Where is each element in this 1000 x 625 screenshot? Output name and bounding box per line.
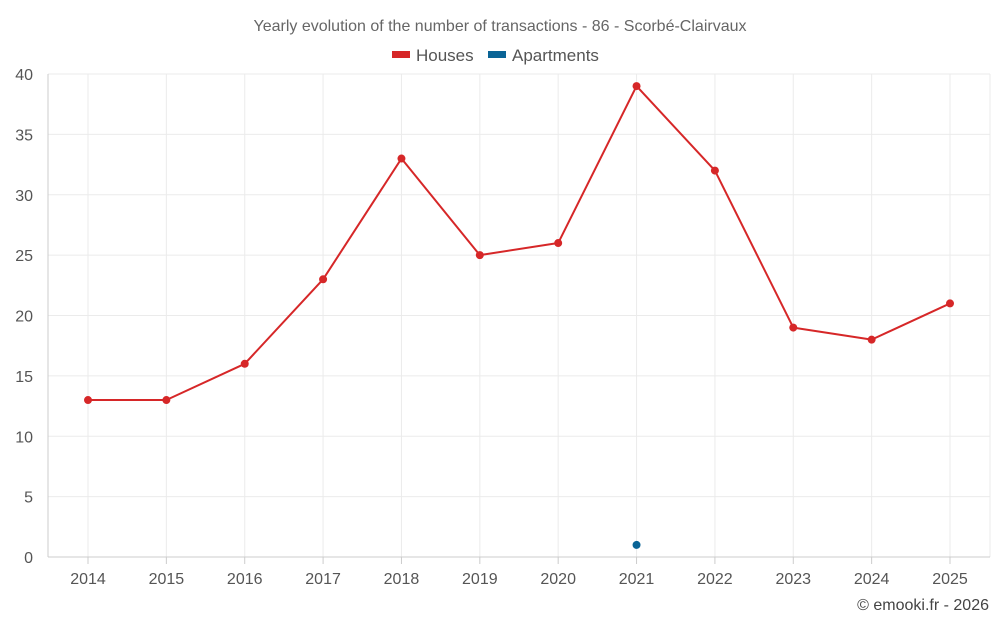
legend-swatch-houses (392, 51, 410, 58)
credit-text: © emooki.fr - 2026 (857, 597, 989, 614)
data-point-houses-2016[interactable] (240, 359, 249, 368)
data-point-houses-2017[interactable] (319, 275, 328, 284)
data-point-houses-2014[interactable] (84, 396, 92, 405)
x-tick-label: 2019 (462, 571, 498, 588)
data-point-houses-2024[interactable] (867, 335, 876, 344)
y-tick-label: 0 (24, 550, 33, 567)
data-point-houses-2022[interactable] (710, 166, 719, 175)
y-tick-label: 40 (15, 67, 33, 84)
y-tick-label: 30 (15, 188, 33, 205)
data-point-apartments-2021[interactable] (632, 540, 641, 549)
data-point-houses-2020[interactable] (554, 239, 563, 248)
data-point-houses-2025[interactable] (946, 299, 954, 308)
data-point-houses-2015[interactable] (162, 396, 171, 405)
x-tick-label: 2022 (697, 571, 733, 588)
x-tick-label: 2020 (540, 571, 576, 588)
axes (47, 74, 990, 564)
x-tick-label: 2021 (619, 571, 655, 588)
legend-label-houses: Houses (416, 46, 474, 65)
x-tick-label: 2018 (384, 571, 420, 588)
x-tick-label: 2014 (70, 571, 106, 588)
legend-swatch-apartments (488, 51, 506, 58)
x-tick-label: 2015 (149, 571, 185, 588)
x-tick-labels: 2014 2015 2016 2017 2018 2019 2020 2021 2022 2023… (70, 571, 968, 588)
grid (48, 73, 991, 557)
y-tick-labels: 0 5 10 15 20 25 30 35 40 (15, 67, 33, 567)
x-tick-label: 2025 (932, 571, 968, 588)
y-tick-label: 5 (24, 490, 33, 507)
y-tick-label: 25 (15, 248, 33, 265)
legend: Houses Apartments (392, 46, 599, 65)
y-tick-label: 35 (15, 127, 33, 144)
chart-title: Yearly evolution of the number of transa… (254, 18, 747, 35)
data-point-houses-2019[interactable] (475, 251, 484, 260)
x-tick-label: 2016 (227, 571, 263, 588)
x-tick-label: 2024 (854, 571, 890, 588)
x-tick-label: 2017 (305, 571, 341, 588)
y-tick-label: 15 (15, 369, 33, 386)
x-tick-label: 2023 (775, 571, 811, 588)
series (84, 82, 954, 549)
y-tick-label: 10 (15, 429, 33, 446)
y-tick-label: 20 (15, 309, 33, 326)
data-point-houses-2023[interactable] (789, 323, 798, 332)
legend-label-apartments: Apartments (512, 46, 599, 65)
series-line-houses (88, 85, 951, 402)
data-point-houses-2018[interactable] (397, 154, 406, 163)
legend-item-apartments[interactable]: Apartments (488, 46, 599, 65)
legend-item-houses[interactable]: Houses (392, 46, 474, 65)
data-point-houses-2021[interactable] (632, 82, 641, 91)
